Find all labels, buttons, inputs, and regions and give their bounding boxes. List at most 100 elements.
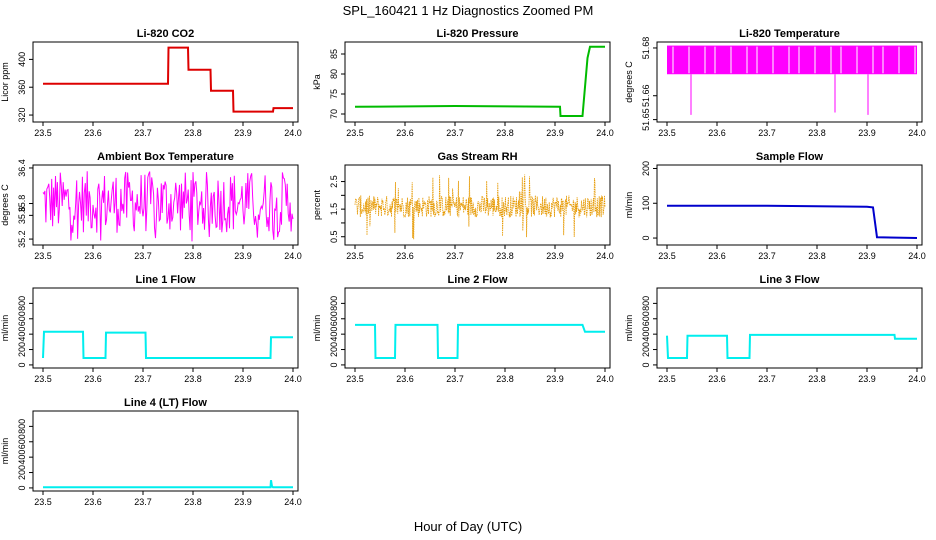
x-tick-label: 23.8: [808, 128, 826, 138]
y-tick-label: 400: [641, 327, 651, 342]
x-tick-label: 23.6: [396, 374, 414, 384]
y-tick-label: 51.68: [641, 37, 651, 60]
y-tick-label: 360: [17, 80, 27, 95]
x-tick-label: 23.7: [446, 251, 464, 261]
chart-panel-3: Li-820 Temperature degrees C 23.5 23.6 23.7 2…: [624, 28, 926, 138]
y-tick-label: 800: [17, 419, 27, 434]
x-tick-label: 23.6: [708, 374, 726, 384]
x-tick-label: 24.0: [596, 128, 614, 138]
x-tick-label: 23.9: [234, 251, 252, 261]
x-tick-label: 23.6: [84, 374, 102, 384]
x-tick-label: 23.5: [34, 128, 52, 138]
x-tick-label: 24.0: [908, 251, 926, 261]
plot-frame: [656, 164, 923, 246]
x-tick-label: 23.9: [234, 497, 252, 507]
chart-panel-8: Line 2 Flow ml/min 23.5 23.6 23.7 23.8 23.9 24.…: [312, 274, 614, 384]
y-tick-label: 0: [641, 362, 651, 367]
panel-ylabel: ml/min: [312, 315, 322, 342]
y-tick-label: 0.5: [329, 230, 339, 243]
x-tick-label: 23.8: [184, 251, 202, 261]
chart-panel-6: Sample Flow ml/min 23.5 23.6 23.7 23.8 23.9 24.…: [624, 151, 926, 261]
y-tick-label: 35.6: [17, 207, 27, 225]
x-tick-label: 23.6: [84, 251, 102, 261]
y-tick-label: 51.65: [641, 108, 651, 131]
plot-frame: [32, 410, 299, 492]
x-tick-label: 23.5: [346, 251, 364, 261]
x-tick-label: 24.0: [908, 374, 926, 384]
x-tick-label: 23.6: [396, 128, 414, 138]
x-tick-label: 23.5: [346, 128, 364, 138]
panel-ylabel: ml/min: [0, 438, 10, 465]
panel-ylabel: ml/min: [624, 315, 634, 342]
y-tick-label: 400: [17, 52, 27, 67]
y-tick-label: 200: [17, 465, 27, 480]
chart-panel-7: Line 1 Flow ml/min 23.5 23.6 23.7 23.8 23.9 24.…: [0, 274, 302, 384]
plot-frame: [32, 164, 299, 246]
x-tick-label: 23.8: [496, 374, 514, 384]
y-tick-label: 400: [17, 450, 27, 465]
y-tick-label: 600: [17, 434, 27, 449]
y-tick-label: 400: [329, 327, 339, 342]
series-line: [667, 204, 918, 239]
x-tick-label: 23.8: [184, 497, 202, 507]
x-tick-label: 23.6: [396, 251, 414, 261]
rh-series: [354, 174, 606, 240]
x-tick-label: 23.5: [34, 251, 52, 261]
x-tick-label: 24.0: [284, 497, 302, 507]
figure-xlabel: Hour of Day (UTC): [414, 519, 522, 534]
x-tick-label: 23.5: [658, 251, 676, 261]
plot-frame: [344, 164, 611, 246]
panel-title: Line 4 (LT) Flow: [124, 397, 207, 409]
panel-title: Li-820 Pressure: [437, 28, 519, 40]
x-tick-label: 23.7: [446, 128, 464, 138]
y-tick-label: 800: [329, 296, 339, 311]
panel-ylabel: Licor ppm: [0, 62, 10, 102]
y-tick-label: 70: [329, 109, 339, 119]
panel-title: Li-820 Temperature: [739, 28, 840, 40]
plot-frame: [656, 41, 923, 123]
panel-ylabel: ml/min: [0, 315, 10, 342]
x-tick-label: 23.7: [134, 128, 152, 138]
x-tick-label: 23.8: [808, 251, 826, 261]
x-tick-label: 23.6: [84, 128, 102, 138]
x-tick-label: 24.0: [596, 251, 614, 261]
chart-panel-2: Li-820 Pressure kPa 23.5 23.6 23.7 23.8 23.9 24…: [312, 28, 614, 138]
panel-title: Ambient Box Temperature: [97, 151, 234, 163]
x-tick-label: 23.5: [34, 374, 52, 384]
x-tick-label: 23.5: [658, 128, 676, 138]
x-tick-label: 23.5: [658, 374, 676, 384]
x-tick-label: 24.0: [284, 251, 302, 261]
panel-title: Sample Flow: [756, 151, 824, 163]
x-tick-label: 23.5: [34, 497, 52, 507]
y-tick-label: 0: [17, 362, 27, 367]
plot-frame: [344, 41, 611, 123]
x-tick-label: 23.5: [346, 374, 364, 384]
x-tick-label: 23.7: [758, 374, 776, 384]
panel-title: Gas Stream RH: [437, 151, 517, 163]
ambient-temperature-series: [42, 171, 294, 242]
x-tick-label: 23.9: [234, 128, 252, 138]
y-tick-label: 200: [17, 342, 27, 357]
x-tick-label: 23.9: [546, 374, 564, 384]
x-tick-label: 24.0: [284, 128, 302, 138]
x-tick-label: 23.8: [184, 374, 202, 384]
y-tick-label: 400: [17, 327, 27, 342]
x-tick-label: 23.9: [546, 251, 564, 261]
y-tick-label: 200: [329, 342, 339, 357]
series-line: [43, 46, 293, 113]
x-tick-label: 23.6: [708, 251, 726, 261]
panel-grid: Li-820 CO2 Licor ppm 23.5 23.6 23.7 23.8 23.9 2…: [0, 28, 926, 507]
y-tick-label: 1.5: [329, 203, 339, 216]
x-tick-label: 24.0: [908, 128, 926, 138]
y-tick-label: 2.5: [329, 175, 339, 188]
x-tick-label: 23.8: [496, 128, 514, 138]
x-tick-label: 23.7: [134, 374, 152, 384]
x-tick-label: 23.8: [496, 251, 514, 261]
y-tick-label: 36.4: [17, 159, 27, 177]
y-tick-label: 800: [17, 296, 27, 311]
temperature-band: [667, 45, 917, 75]
plot-frame: [32, 287, 299, 369]
x-tick-label: 23.7: [134, 497, 152, 507]
chart-panel-1: Li-820 CO2 Licor ppm 23.5 23.6 23.7 23.8 23.9 2…: [0, 28, 302, 138]
